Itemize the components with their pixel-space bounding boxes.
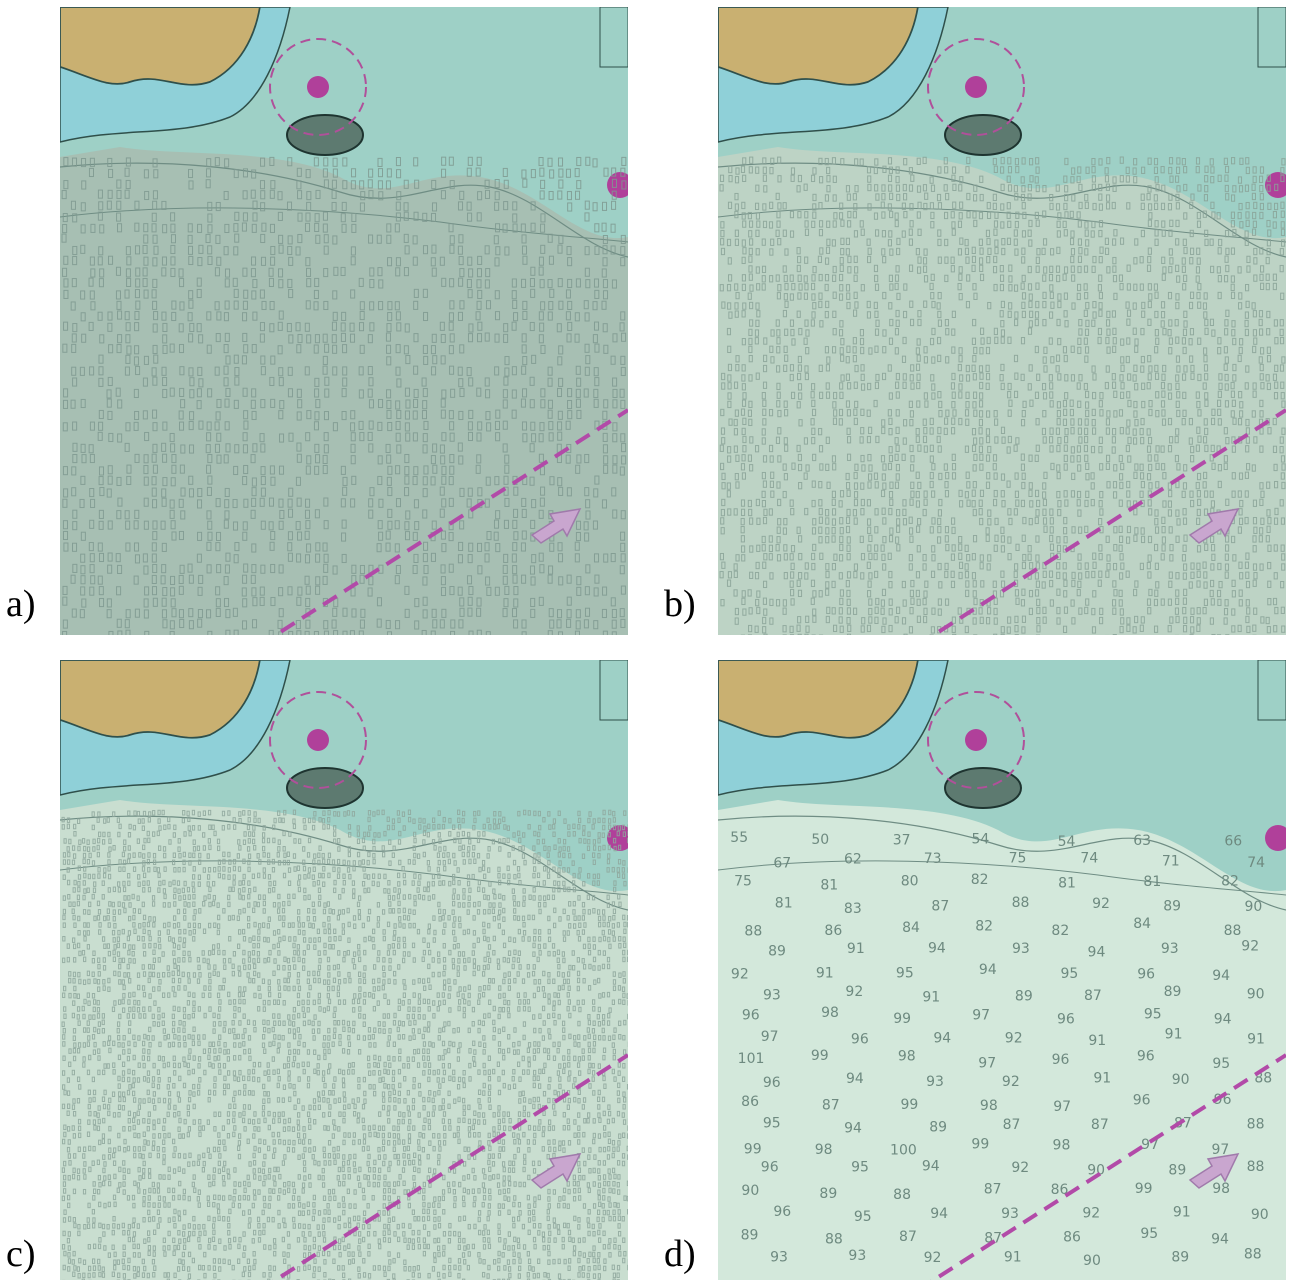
sounding-glyph	[1212, 634, 1215, 635]
chart-map	[60, 660, 628, 1280]
light-symbol	[965, 76, 987, 98]
sounding-glyph	[627, 916, 628, 921]
land	[600, 7, 628, 67]
light-symbol	[307, 76, 329, 98]
light-symbol	[307, 729, 329, 751]
chart-map	[718, 7, 1286, 635]
chart-map	[60, 7, 628, 635]
land	[600, 660, 628, 720]
figure: {"panels": [ {"label": "a)"}, {"label": …	[0, 0, 1293, 1281]
land	[1258, 7, 1286, 67]
